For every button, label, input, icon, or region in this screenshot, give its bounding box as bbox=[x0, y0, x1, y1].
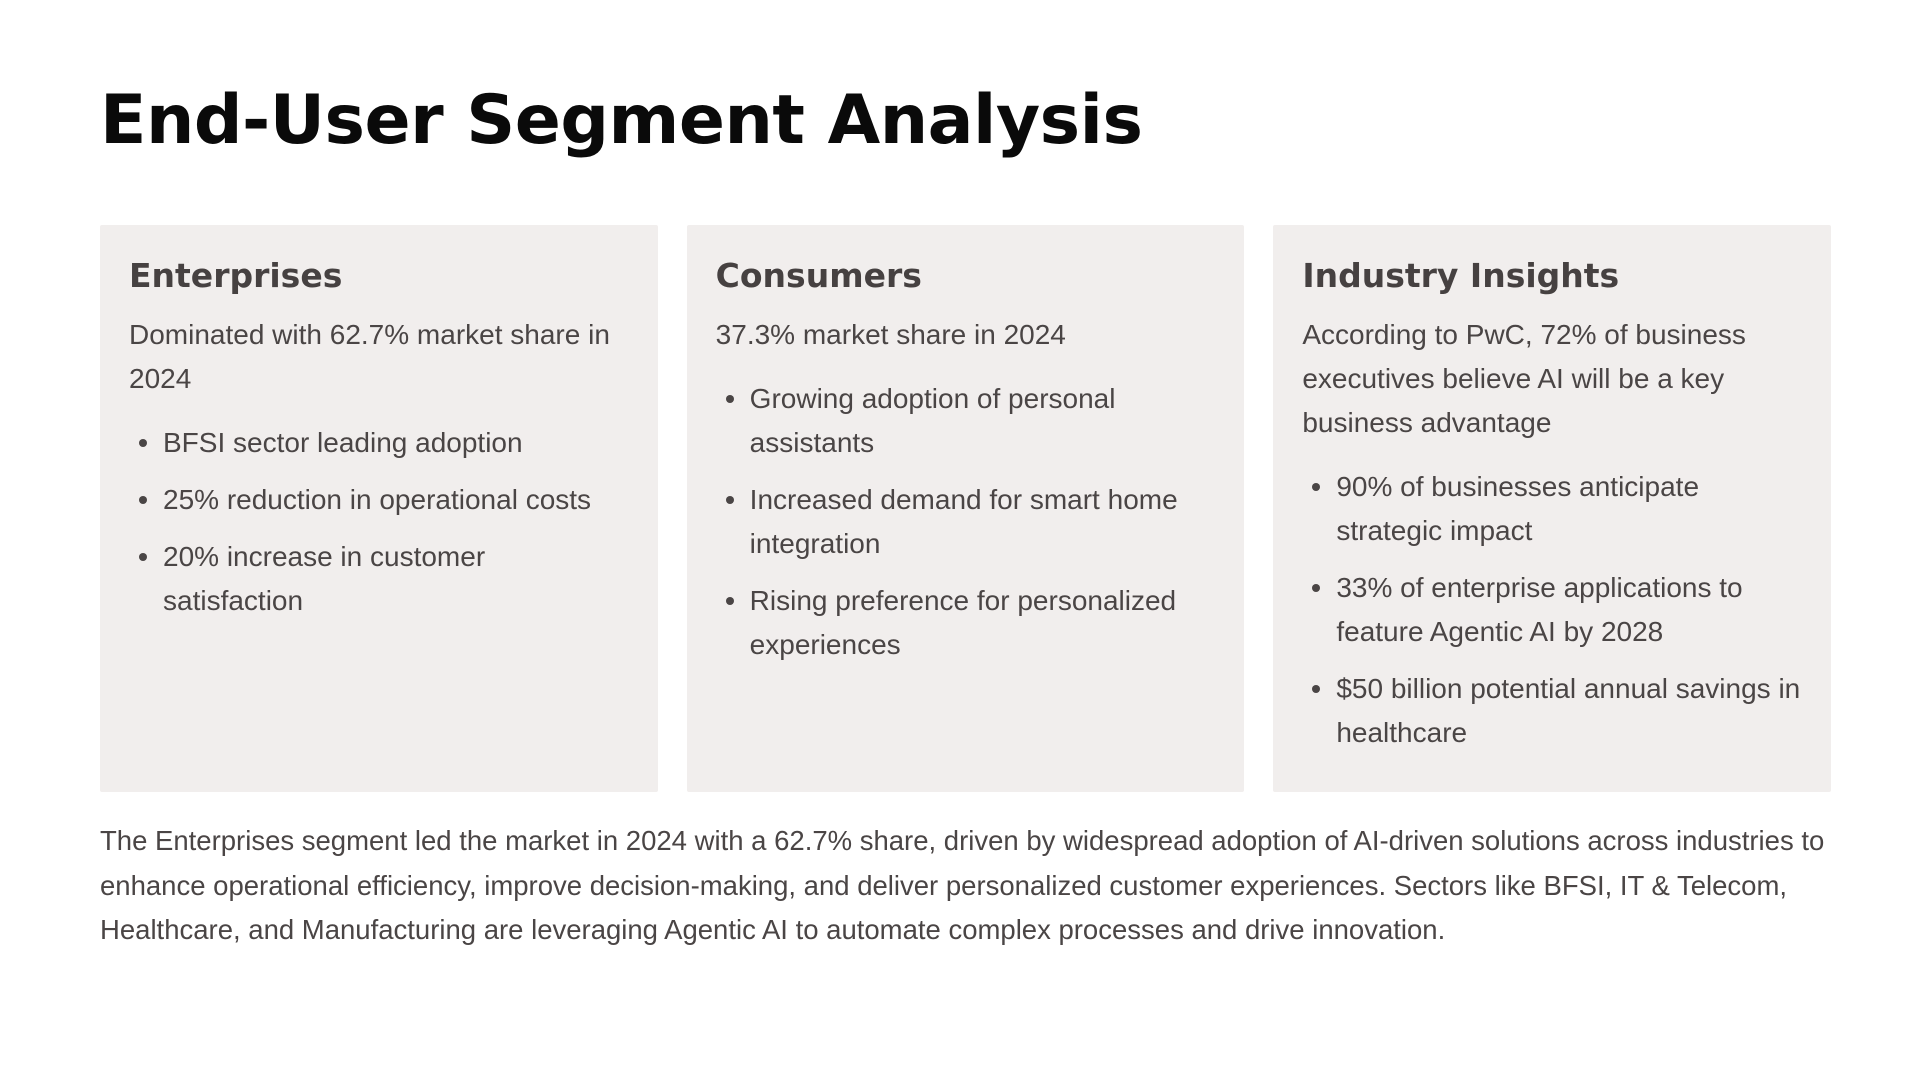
summary-paragraph: The Enterprises segment led the market i… bbox=[100, 825, 1825, 945]
bullet-list: Growing adoption of personal assistants … bbox=[716, 377, 1217, 667]
segment-cards: Enterprises Dominated with 62.7% market … bbox=[100, 225, 1832, 792]
card-lead: 37.3% market share in 2024 bbox=[715, 319, 1066, 350]
list-item: Rising preference for personalized exper… bbox=[716, 579, 1217, 667]
bullet-list: BFSI sector leading adoption 25% reducti… bbox=[129, 421, 630, 623]
list-item: 25% reduction in operational costs bbox=[129, 478, 630, 522]
card-enterprises: Enterprises Dominated with 62.7% market … bbox=[100, 225, 658, 792]
page-title: End-User Segment Analysis bbox=[100, 81, 1143, 160]
bullet-icon bbox=[725, 597, 734, 605]
list-item: 33% of enterprise applications to featur… bbox=[1302, 566, 1803, 654]
list-item-text: Increased demand for smart home integrat… bbox=[749, 484, 1178, 559]
list-item: 90% of businesses anticipate strategic i… bbox=[1302, 465, 1803, 553]
list-item: BFSI sector leading adoption bbox=[129, 421, 630, 465]
bullet-icon bbox=[725, 496, 734, 504]
card-industry-insights: Industry Insights According to PwC, 72% … bbox=[1273, 225, 1832, 792]
list-item: Increased demand for smart home integrat… bbox=[716, 478, 1217, 566]
list-item: 20% increase in customer satisfaction bbox=[129, 535, 630, 623]
bullet-icon bbox=[139, 553, 147, 561]
list-item-text: $50 billion potential annual savings in … bbox=[1336, 673, 1801, 748]
list-item-text: BFSI sector leading adoption bbox=[163, 427, 523, 458]
list-item-text: 33% of enterprise applications to featur… bbox=[1336, 572, 1743, 647]
list-item-text: 90% of businesses anticipate strategic i… bbox=[1336, 471, 1700, 546]
bullet-icon bbox=[1312, 483, 1321, 491]
bullet-list: 90% of businesses anticipate strategic i… bbox=[1302, 465, 1803, 755]
card-heading: Industry Insights bbox=[1302, 256, 1620, 295]
card-lead: Dominated with 62.7% market share in 202… bbox=[129, 319, 610, 394]
list-item-text: Growing adoption of personal assistants bbox=[749, 383, 1116, 458]
list-item-text: 20% increase in customer satisfaction bbox=[163, 541, 486, 616]
list-item: Growing adoption of personal assistants bbox=[716, 377, 1217, 465]
list-item-text: Rising preference for personalized exper… bbox=[749, 585, 1177, 660]
bullet-icon bbox=[725, 395, 734, 403]
card-lead: According to PwC, 72% of business execut… bbox=[1302, 319, 1746, 438]
card-heading: Enterprises bbox=[129, 256, 343, 295]
bullet-icon bbox=[1312, 584, 1321, 592]
list-item-text: 25% reduction in operational costs bbox=[163, 484, 592, 515]
bullet-icon bbox=[139, 496, 147, 504]
bullet-icon bbox=[139, 439, 147, 447]
card-heading: Consumers bbox=[715, 256, 922, 295]
bullet-icon bbox=[1312, 685, 1321, 693]
list-item: $50 billion potential annual savings in … bbox=[1302, 667, 1803, 755]
card-consumers: Consumers 37.3% market share in 2024 Gro… bbox=[686, 225, 1245, 792]
